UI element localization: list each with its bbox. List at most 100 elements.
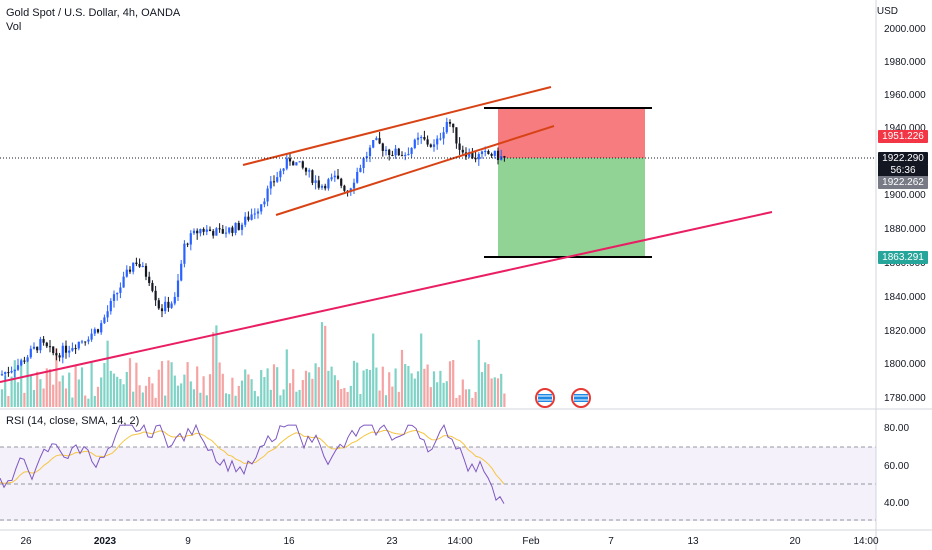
price-tick-label: 2000.000 <box>884 24 926 35</box>
candle-body <box>167 301 170 308</box>
volume-bar <box>93 395 96 407</box>
volume-bar <box>55 348 58 407</box>
candle-body <box>228 227 231 233</box>
candle-body <box>471 152 474 159</box>
volume-bar <box>74 365 77 407</box>
candle-body <box>458 143 461 150</box>
candle-body <box>308 170 311 172</box>
candle-body <box>180 263 183 281</box>
candle-body <box>128 269 132 272</box>
volume-bar <box>420 333 423 407</box>
rsi-axis[interactable]: 80.00 60.00 40.00 <box>884 423 909 509</box>
volume-label[interactable]: Vol <box>6 21 22 33</box>
volume-bar <box>320 322 324 407</box>
volume-bar <box>192 389 196 407</box>
candle-body <box>196 230 199 234</box>
candle-body <box>189 233 192 245</box>
volume-bar <box>100 377 103 407</box>
candle-body <box>407 153 410 156</box>
volume-bar <box>333 375 336 407</box>
candle-body <box>279 170 282 178</box>
volume-bar <box>106 340 109 407</box>
time-tick-label: 23 <box>386 536 398 547</box>
rsi-legend[interactable]: RSI (14, close, SMA, 14, 2) <box>6 415 140 427</box>
take-profit-zone[interactable] <box>498 158 645 257</box>
candle-body <box>16 365 20 370</box>
channel-upper-line[interactable] <box>242 86 552 166</box>
volume-bar <box>285 349 288 407</box>
volume-bar <box>208 374 212 407</box>
price-tick-label: 1820.000 <box>884 326 926 337</box>
candle-body <box>266 188 269 202</box>
candle-body <box>480 151 484 155</box>
volume-bar <box>346 391 349 407</box>
candle-body <box>487 151 490 154</box>
candle-body <box>432 144 436 147</box>
candle-body <box>218 228 221 230</box>
candle-body <box>244 216 247 225</box>
volume-bar <box>359 394 362 407</box>
volume-bar <box>199 392 202 407</box>
candle-body <box>352 182 356 189</box>
candle-body <box>397 148 400 156</box>
candle-body <box>157 300 160 309</box>
volume-bar <box>330 366 333 407</box>
volume-bar <box>189 381 192 407</box>
price-axis[interactable]: 2000.0001980.0001960.0001940.0001920.000… <box>884 24 926 404</box>
candle-body <box>388 149 391 156</box>
stop-loss-zone[interactable] <box>498 108 645 158</box>
volume-bar <box>490 378 493 407</box>
us-flag-event-icon[interactable] <box>535 388 555 408</box>
candle-body <box>285 158 288 169</box>
candle-body <box>39 339 42 351</box>
candle-body <box>176 280 180 297</box>
rsi-line <box>0 423 505 504</box>
volume-bar <box>279 395 282 407</box>
candle-body <box>212 231 215 236</box>
volume-bar <box>388 372 391 407</box>
candle-body <box>304 167 308 172</box>
volume-bar <box>391 386 394 407</box>
candle-body <box>32 346 36 349</box>
candle-body <box>48 346 52 348</box>
volume-bar <box>205 395 208 407</box>
volume-bar <box>480 372 484 407</box>
time-axis[interactable]: 26 2023 9 16 23 14:00 Feb 7 13 20 14:00 <box>20 536 879 547</box>
volume-bar <box>311 378 314 407</box>
candle-body <box>288 158 292 162</box>
volume-bar <box>52 384 55 407</box>
volume-bar <box>221 373 224 407</box>
candle-body <box>138 264 141 267</box>
volume-bar <box>13 360 16 407</box>
candle-body <box>384 149 388 151</box>
channel-lower-line[interactable] <box>275 125 555 216</box>
volume-bar <box>327 370 330 407</box>
volume-bar <box>119 378 122 407</box>
candle-body <box>445 121 448 133</box>
candle-body <box>151 282 154 291</box>
volume-bar <box>266 368 269 407</box>
volume-bar <box>45 368 48 407</box>
candle-body <box>192 230 196 234</box>
candle-body <box>29 348 32 358</box>
us-flag-event-icon[interactable] <box>571 388 591 408</box>
support-trendline[interactable] <box>0 211 773 383</box>
candle-body <box>477 154 480 160</box>
volume-bar <box>167 360 170 407</box>
target-price-tag: 1863.291 <box>878 251 928 264</box>
candle-body <box>205 229 208 232</box>
volume-bar <box>154 397 157 407</box>
candle-body <box>365 156 368 159</box>
volume-bar <box>292 369 295 407</box>
volume-bar <box>96 386 100 407</box>
symbol-title[interactable]: Gold Spot / U.S. Dollar, 4h, OANDA <box>6 7 181 19</box>
volume-bar <box>237 385 240 407</box>
volume-bar <box>260 370 263 407</box>
candle-body <box>295 162 298 166</box>
candle-body <box>375 138 378 141</box>
volume-bar <box>439 370 442 407</box>
volume-bar <box>80 367 84 407</box>
candle-body <box>442 132 445 139</box>
candle-body <box>234 222 237 233</box>
